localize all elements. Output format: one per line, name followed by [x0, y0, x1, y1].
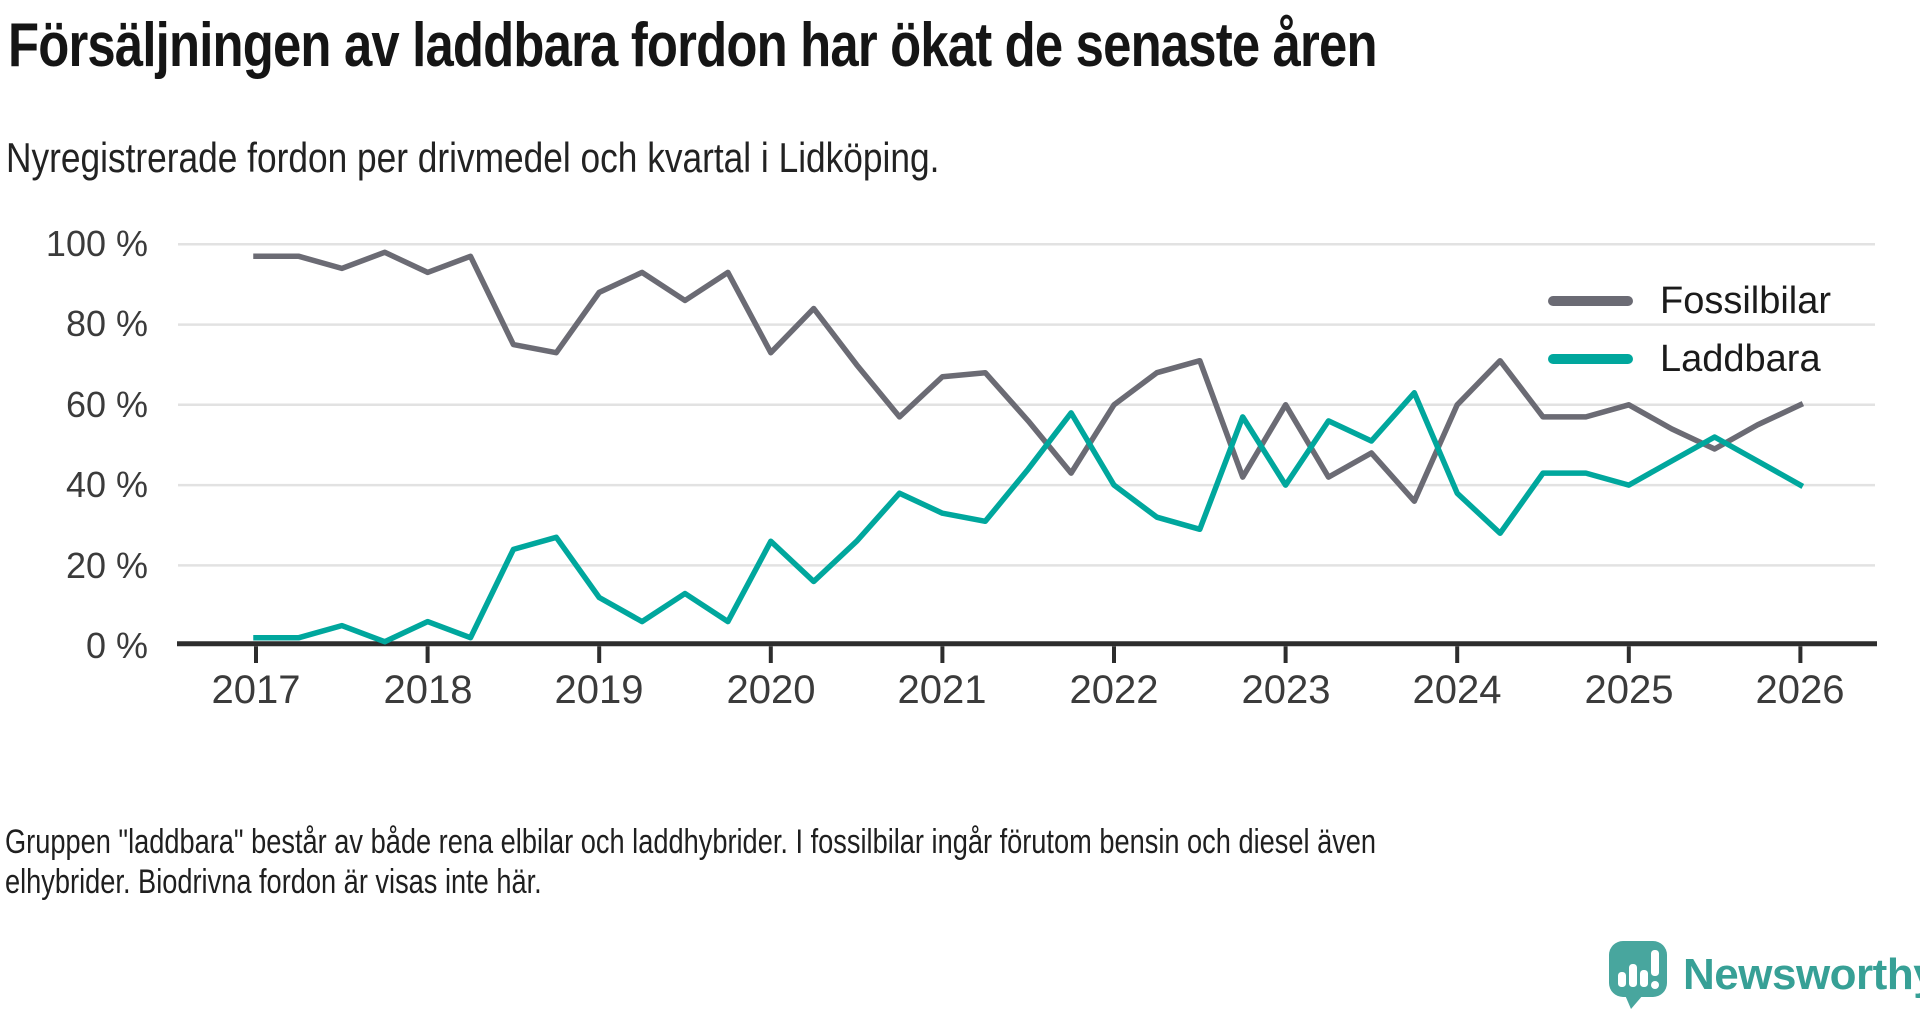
- legend: Fossilbilar Laddbara: [1548, 279, 1832, 380]
- x-axis-label: 2026: [1755, 668, 1845, 712]
- legend-item-fossilbilar: Fossilbilar: [1548, 279, 1832, 322]
- newsworthy-speech-bubble-chart-icon: [1609, 941, 1667, 1009]
- y-axis-label: 20 %: [65, 545, 148, 586]
- y-axis-label: 60 %: [65, 384, 148, 425]
- footnote: Gruppen "laddbara" består av både rena e…: [5, 822, 1376, 902]
- legend-label: Laddbara: [1660, 337, 1821, 380]
- fossilbilar-line-swatch: [1548, 296, 1633, 306]
- x-axis-label: 2019: [554, 668, 644, 712]
- newsworthy-logo-text: Newsworthy: [1683, 950, 1920, 999]
- x-axis-label: 2024: [1412, 668, 1502, 712]
- x-axis-label: 2025: [1584, 668, 1674, 712]
- gridlines: [178, 243, 1875, 567]
- x-axis-label: 2018: [383, 668, 473, 712]
- footnote-line: Gruppen "laddbara" består av både rena e…: [5, 823, 1377, 861]
- y-axis-label: 100 %: [45, 223, 148, 264]
- y-axis-label: 40 %: [65, 464, 148, 505]
- page-title: Försäljningen av laddbara fordon har öka…: [8, 11, 1378, 80]
- x-axis: [177, 641, 1877, 663]
- data-series: [253, 249, 1805, 645]
- laddbara-line-swatch: [1548, 354, 1633, 364]
- y-axis-label: 80 %: [65, 303, 148, 344]
- legend-label: Fossilbilar: [1660, 279, 1832, 322]
- x-axis-label: 2021: [897, 668, 987, 712]
- x-axis-label: 2023: [1241, 668, 1331, 712]
- footnote-line: elhybrider. Biodrivna fordon är visas in…: [5, 863, 542, 901]
- newsworthy-logo: Newsworthy: [1609, 941, 1920, 1009]
- legend-item-laddbara: Laddbara: [1548, 337, 1831, 380]
- y-axis-label: 0 %: [85, 625, 148, 666]
- x-axis-label: 2022: [1069, 668, 1159, 712]
- x-axis-label: 2017: [211, 668, 301, 712]
- x-axis-label: 2020: [726, 668, 816, 712]
- page-subtitle: Nyregistrerade fordon per drivmedel och …: [6, 134, 940, 181]
